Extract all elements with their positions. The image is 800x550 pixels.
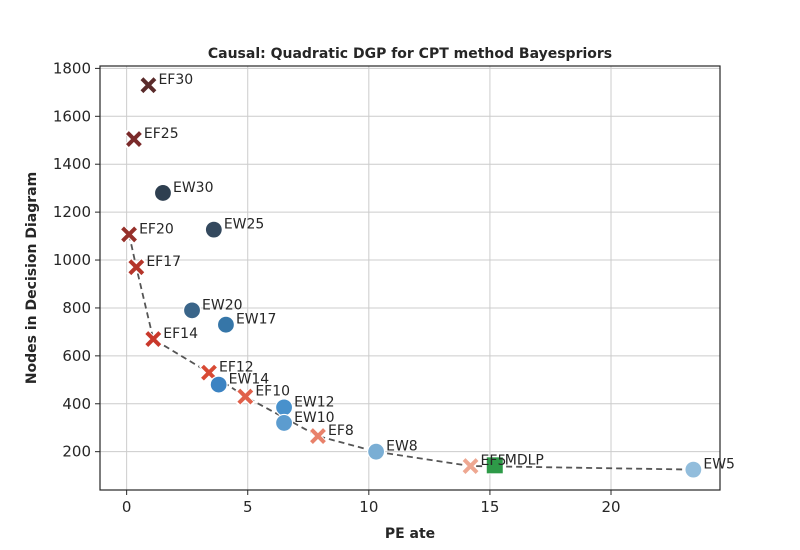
point-label-ew10: EW10 xyxy=(294,410,335,426)
point-ef5-x-marker xyxy=(460,455,481,477)
point-label-ef25: EF25 xyxy=(144,126,179,142)
point-ew10-circle-marker xyxy=(274,413,294,433)
point-label-ef30: EF30 xyxy=(158,72,193,88)
y-tick-label: 600 xyxy=(62,347,91,365)
point-label-ew8: EW8 xyxy=(386,439,418,455)
point-ef25-x-marker xyxy=(123,128,145,150)
y-tick-label: 1800 xyxy=(53,59,91,77)
y-tick-label: 800 xyxy=(62,299,91,317)
point-ef8-x-marker xyxy=(307,425,329,447)
point-ew17-circle-marker xyxy=(216,315,236,334)
grid-layer xyxy=(100,66,720,490)
point-label-ew5: EW5 xyxy=(703,457,735,473)
y-tick-label: 1400 xyxy=(53,155,91,173)
point-label-mdlp: MDLP xyxy=(505,452,544,468)
y-tick-label: 1000 xyxy=(53,251,91,269)
point-label-ef8: EF8 xyxy=(328,423,354,439)
pareto-front-line xyxy=(128,234,694,471)
point-label-ew14: EW14 xyxy=(229,372,270,388)
pareto-line-layer xyxy=(128,234,694,471)
point-ew8-circle-marker xyxy=(366,442,386,461)
chart-title: Causal: Quadratic DGP for CPT method Bay… xyxy=(208,46,612,62)
y-tick-label: 1200 xyxy=(53,203,91,221)
y-axis-ticks: 200 400 600 800 1000 1200 1400 1600 1800 xyxy=(53,59,100,461)
x-tick-label: 10 xyxy=(359,498,378,516)
point-ef30-x-marker xyxy=(138,75,159,96)
x-axis-ticks: 0 5 10 15 20 xyxy=(122,490,621,516)
point-label-ef20: EF20 xyxy=(139,221,174,237)
point-label-ew20: EW20 xyxy=(202,297,243,313)
point-ef14-x-marker xyxy=(143,328,164,350)
point-ef17-x-marker xyxy=(126,257,147,278)
y-tick-label: 400 xyxy=(62,395,91,413)
point-mdlp-square-marker xyxy=(485,456,504,475)
point-ef20-x-marker xyxy=(118,224,140,245)
point-label-ew17: EW17 xyxy=(236,312,277,328)
point-label-ew30: EW30 xyxy=(173,180,214,196)
plot-frame xyxy=(99,65,721,491)
point-ew20-circle-marker xyxy=(182,301,202,320)
point-ew25-circle-marker xyxy=(204,220,223,239)
y-axis-label: Nodes in Decision Diagram xyxy=(24,172,40,384)
x-tick-label: 5 xyxy=(243,498,253,516)
point-label-ef12: EF12 xyxy=(219,360,254,376)
y-tick-label: 200 xyxy=(62,443,91,461)
x-tick-label: 20 xyxy=(601,498,620,516)
point-label-ef5: EF5 xyxy=(481,453,507,469)
point-label-ew12: EW12 xyxy=(294,394,335,410)
point-ew12-circle-marker xyxy=(274,398,294,417)
points-layer xyxy=(118,75,703,479)
point-label-ef10: EF10 xyxy=(255,384,290,400)
point-label-ew25: EW25 xyxy=(224,217,265,233)
x-tick-label: 0 xyxy=(122,498,132,516)
point-label-ef17: EF17 xyxy=(146,254,181,270)
point-ef10-x-marker xyxy=(235,386,256,407)
point-ew14-circle-marker xyxy=(209,375,228,394)
point-label-ef14: EF14 xyxy=(163,326,198,342)
x-tick-label: 15 xyxy=(480,498,499,516)
x-axis-label: PE ate xyxy=(385,526,435,542)
point-ew5-circle-marker xyxy=(684,460,703,479)
point-ew30-circle-marker xyxy=(153,183,173,203)
y-tick-label: 1600 xyxy=(53,107,91,125)
